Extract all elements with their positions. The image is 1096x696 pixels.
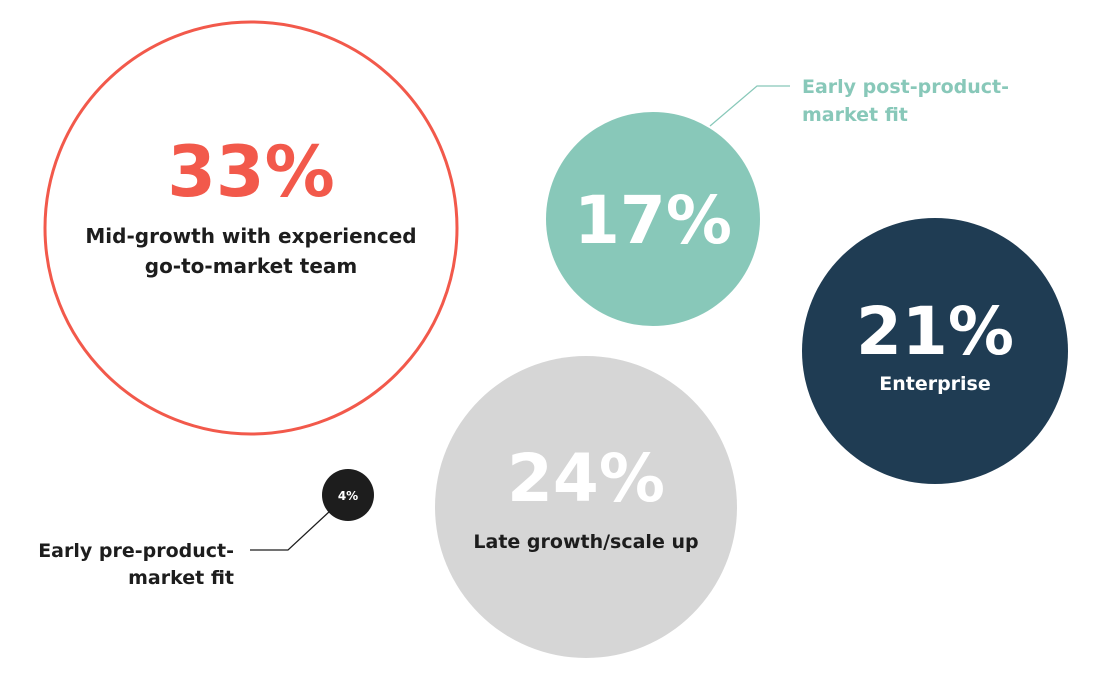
bubble-category-label: market fit: [802, 104, 908, 126]
bubble-late-growth: 24% Late growth/scale up: [435, 356, 737, 658]
bubble-category-label: Early pre-product-: [38, 540, 234, 562]
bubble-early-pre-pmf: 4% Early pre-product-market fit: [38, 469, 374, 589]
bubble-category-label: Early post-product-: [802, 76, 1009, 98]
bubble-circle: [802, 218, 1068, 484]
bubble-category-label: go-to-market team: [145, 254, 357, 278]
bubble-value-label: 33%: [167, 131, 335, 213]
bubble-value-label: 17%: [574, 182, 732, 259]
callout-line: [250, 510, 331, 551]
bubble-value-label: 4%: [338, 489, 358, 503]
bubble-category-label: Late growth/scale up: [473, 531, 698, 553]
bubble-early-post-pmf: 17% Early post-product-market fit: [546, 76, 1009, 326]
bubble-enterprise: 21% Enterprise: [802, 218, 1068, 484]
bubble-mid-growth: 33% Mid-growth with experienced go-to-mark…: [43, 20, 459, 436]
bubble-circle: [322, 469, 374, 521]
bubble-value-label: 24%: [507, 440, 665, 517]
bubble-category-label: Mid-growth with experienced: [85, 224, 416, 248]
bubble-category-label: market fit: [128, 567, 234, 589]
bubble-value-label: 21%: [856, 293, 1014, 370]
bubble-circle: [43, 20, 459, 436]
callout-line: [709, 85, 790, 127]
bubble-category-label: Enterprise: [879, 373, 991, 395]
bubble-circle: [546, 112, 760, 326]
bubble-circle: [435, 356, 737, 658]
